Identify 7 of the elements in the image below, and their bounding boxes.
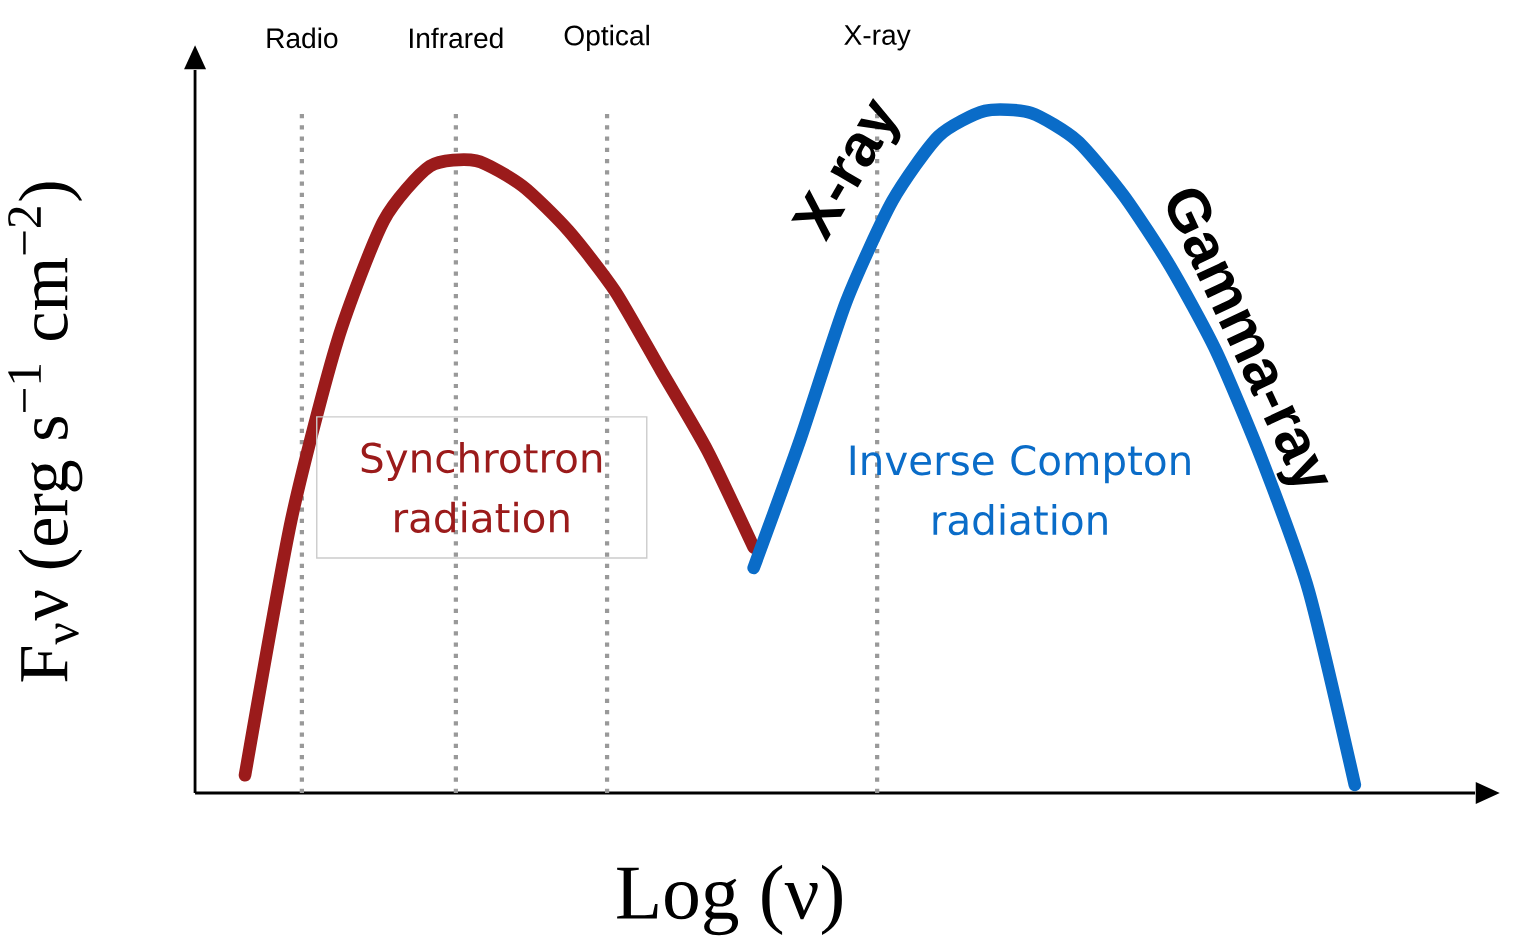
text: X-ray bbox=[844, 25, 911, 51]
text: Radio bbox=[267, 27, 338, 49]
x-axis-title: Log (ν) bbox=[617, 864, 842, 936]
y-axis-title: F$_{ν}$ν (erg s$^{−1}$ cm$^{−2}$) bbox=[8, 182, 83, 682]
text: Infrared bbox=[410, 27, 503, 49]
text: Optical bbox=[564, 24, 649, 52]
annotation: Synchrotron radiation bbox=[361, 441, 602, 533]
